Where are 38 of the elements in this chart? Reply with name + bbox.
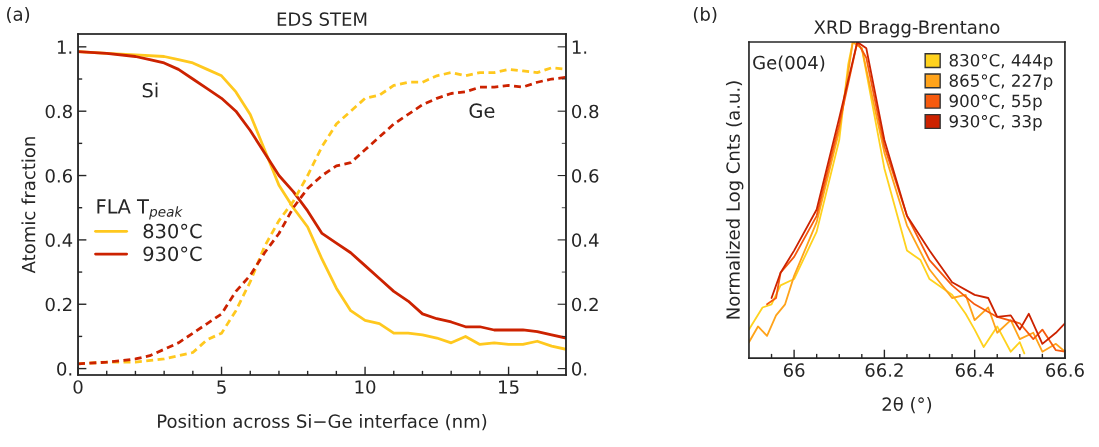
legend-label: 830°C, 444p bbox=[949, 53, 1053, 70]
y2-tick-label: 0.8 bbox=[572, 104, 599, 119]
chart-title: XRD Bragg-Brentano bbox=[814, 20, 1000, 38]
annotation: Ge(004) bbox=[753, 55, 825, 72]
text: (a) bbox=[7, 6, 30, 24]
y-tick-label: 0.2 bbox=[45, 297, 72, 312]
y-tick-label: 1. bbox=[57, 40, 72, 54]
annotation: Ge bbox=[469, 103, 495, 119]
x-tick-label: 66.6 bbox=[1046, 363, 1084, 377]
y2-tick-label: 1. bbox=[572, 40, 587, 54]
x-tick-label: 15 bbox=[499, 380, 519, 394]
y2-tick-label: 0. bbox=[572, 362, 587, 376]
x-tick-label: 66 bbox=[783, 363, 805, 377]
y-tick-label: 0.8 bbox=[45, 104, 72, 119]
legend-label: 830°C bbox=[143, 223, 202, 239]
chart-title: EDS STEM bbox=[277, 12, 367, 26]
x-axis-title: 2θ (°) bbox=[882, 396, 932, 414]
annotation: Si bbox=[142, 82, 158, 98]
y2-tick-label: 0.6 bbox=[572, 169, 599, 183]
legend-label: 930°C, 33p bbox=[949, 114, 1042, 131]
legend-title: FLA T$_{peak}$ bbox=[97, 199, 183, 220]
y-tick-label: 0.6 bbox=[45, 169, 73, 183]
y2-tick-label: 0.4 bbox=[572, 233, 599, 248]
y-axis-title: Normalized Log Cnts (a.u.) bbox=[725, 81, 744, 319]
legend-label: 900°C, 55p bbox=[949, 94, 1042, 111]
legend-label: 930°C bbox=[143, 246, 202, 262]
x-tick-label: 5 bbox=[217, 380, 226, 394]
y-tick-label: 0. bbox=[57, 362, 72, 376]
text: (b) bbox=[693, 6, 717, 24]
x-tick-label: 0 bbox=[73, 380, 83, 394]
x-tick-label: 66.2 bbox=[865, 363, 903, 377]
y-axis-title: Atomic fraction bbox=[21, 137, 36, 274]
y-tick-label: 0.4 bbox=[45, 233, 73, 248]
x-axis-title: Position across Si−Ge interface (nm) bbox=[158, 414, 487, 431]
x-tick-label: 10 bbox=[355, 380, 376, 394]
y2-tick-label: 0.2 bbox=[572, 297, 598, 312]
legend-label: 865°C, 227p bbox=[949, 74, 1053, 91]
x-tick-label: 66.4 bbox=[955, 363, 994, 377]
